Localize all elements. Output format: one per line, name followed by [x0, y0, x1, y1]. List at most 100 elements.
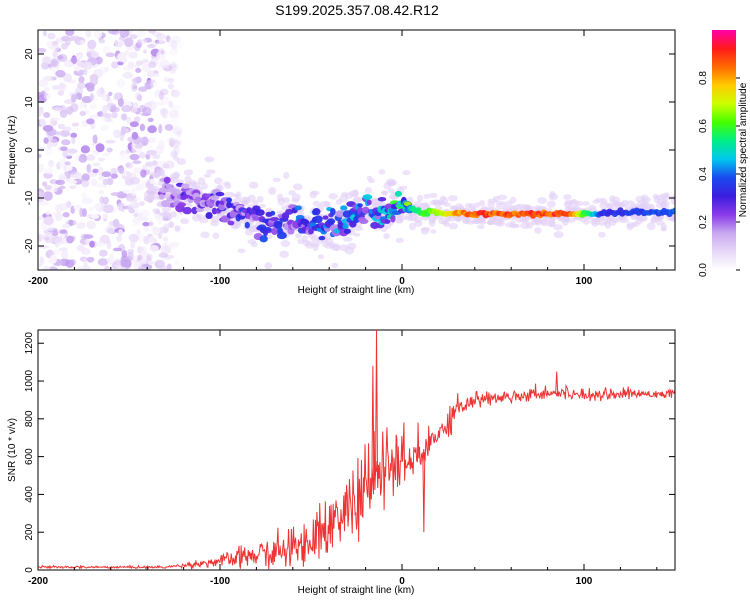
band-halo-blob [397, 215, 407, 221]
spectrogram-x-ticks: -200 -100 0 100 [28, 30, 658, 287]
band-halo-blob [353, 232, 361, 237]
band-halo-blob [525, 205, 536, 211]
noise-blob [149, 178, 155, 185]
band-halo-blob [183, 169, 194, 176]
noise-blob [120, 259, 132, 268]
noise-blob [108, 91, 113, 97]
band-halo-blob [152, 208, 160, 215]
noise-blob [83, 258, 88, 268]
band-halo-blob [235, 191, 242, 200]
snr-y-tick-label: 0 [24, 567, 35, 573]
noise-blob [82, 191, 87, 200]
noise-blob [137, 216, 149, 222]
band-halo-blob [387, 179, 398, 187]
band-halo-blob [248, 181, 259, 189]
noise-blob [76, 61, 85, 67]
band-core-blob [182, 206, 192, 215]
band-core-blob [394, 190, 403, 197]
noise-blob [111, 61, 119, 69]
noise-blob [92, 168, 99, 174]
band-core-blob [308, 228, 314, 235]
noise-blob [44, 148, 53, 156]
noise-blob [79, 110, 86, 117]
band-halo-blob [288, 190, 296, 196]
noise-blob [101, 112, 106, 122]
band-core-blob [270, 210, 276, 216]
noise-blob [63, 61, 74, 68]
band-core-blob [326, 218, 336, 225]
noise-blob [148, 30, 157, 34]
noise-blob [152, 31, 163, 38]
noise-blob [137, 246, 142, 254]
snr-spike [371, 365, 375, 481]
noise-blob [173, 154, 179, 161]
noise-blob [169, 61, 179, 72]
noise-blob [122, 71, 134, 79]
noise-blob [81, 247, 91, 256]
noise-blob [50, 58, 60, 68]
noise-blob [170, 40, 178, 49]
band-core-blob [276, 231, 287, 240]
band-core-blob [295, 214, 305, 220]
band-halo-blob [252, 199, 259, 207]
spectrogram-band-blobs [146, 156, 675, 270]
snr-x-tick-label: 0 [399, 576, 405, 587]
noise-blob [59, 109, 68, 118]
noise-blob [148, 137, 157, 143]
noise-blob [41, 56, 51, 65]
band-core-blob [262, 226, 272, 232]
noise-blob [119, 152, 130, 162]
noise-blob [168, 137, 175, 148]
noise-blob [106, 177, 114, 186]
noise-blob [147, 260, 154, 266]
band-halo-blob [566, 217, 576, 223]
noise-blob [137, 266, 147, 270]
spectrogram-x-axis-label: Height of straight line (km) [298, 285, 415, 296]
band-halo-blob [512, 223, 521, 228]
noise-blob [102, 46, 112, 54]
noise-blob [146, 145, 154, 150]
noise-blob [168, 100, 174, 109]
noise-blob [158, 124, 163, 134]
noise-blob [133, 212, 138, 218]
chart-title: S199.2025.357.08.42.R12 [275, 2, 439, 18]
noise-blob [122, 189, 131, 194]
band-core-blob [318, 235, 326, 241]
noise-blob [63, 73, 72, 83]
noise-blob [133, 216, 140, 224]
noise-blob [91, 213, 100, 220]
noise-blob [43, 191, 53, 201]
noise-blob [171, 148, 179, 158]
band-halo-blob [646, 222, 656, 231]
noise-blob [54, 212, 63, 222]
band-halo-blob [347, 242, 357, 250]
noise-blob [65, 30, 75, 36]
snr-x-tick-label: -100 [210, 576, 230, 587]
band-halo-blob [409, 222, 417, 231]
noise-blob [95, 143, 105, 153]
noise-blob [129, 201, 136, 206]
band-halo-blob [203, 173, 212, 178]
noise-blob [154, 259, 165, 269]
noise-blob [66, 201, 72, 209]
noise-blob [134, 144, 144, 149]
noise-blob [135, 183, 145, 191]
band-halo-blob [399, 185, 408, 190]
band-core-blob [294, 205, 302, 211]
band-halo-blob [333, 243, 341, 252]
noise-blob [167, 83, 175, 90]
noise-blob [59, 129, 71, 137]
noise-blob [171, 104, 181, 112]
band-core-blob [312, 208, 321, 216]
noise-blob [170, 124, 180, 135]
noise-blob [155, 89, 161, 97]
snr-x-tick-label: -200 [28, 576, 48, 587]
noise-blob [57, 90, 65, 96]
noise-blob [140, 38, 148, 45]
noise-blob [125, 162, 134, 169]
noise-blob [44, 236, 50, 241]
noise-blob [96, 87, 106, 98]
spectrogram-x-tick-label: 100 [576, 276, 593, 287]
noise-blob [146, 149, 157, 156]
noise-blob [170, 242, 179, 249]
